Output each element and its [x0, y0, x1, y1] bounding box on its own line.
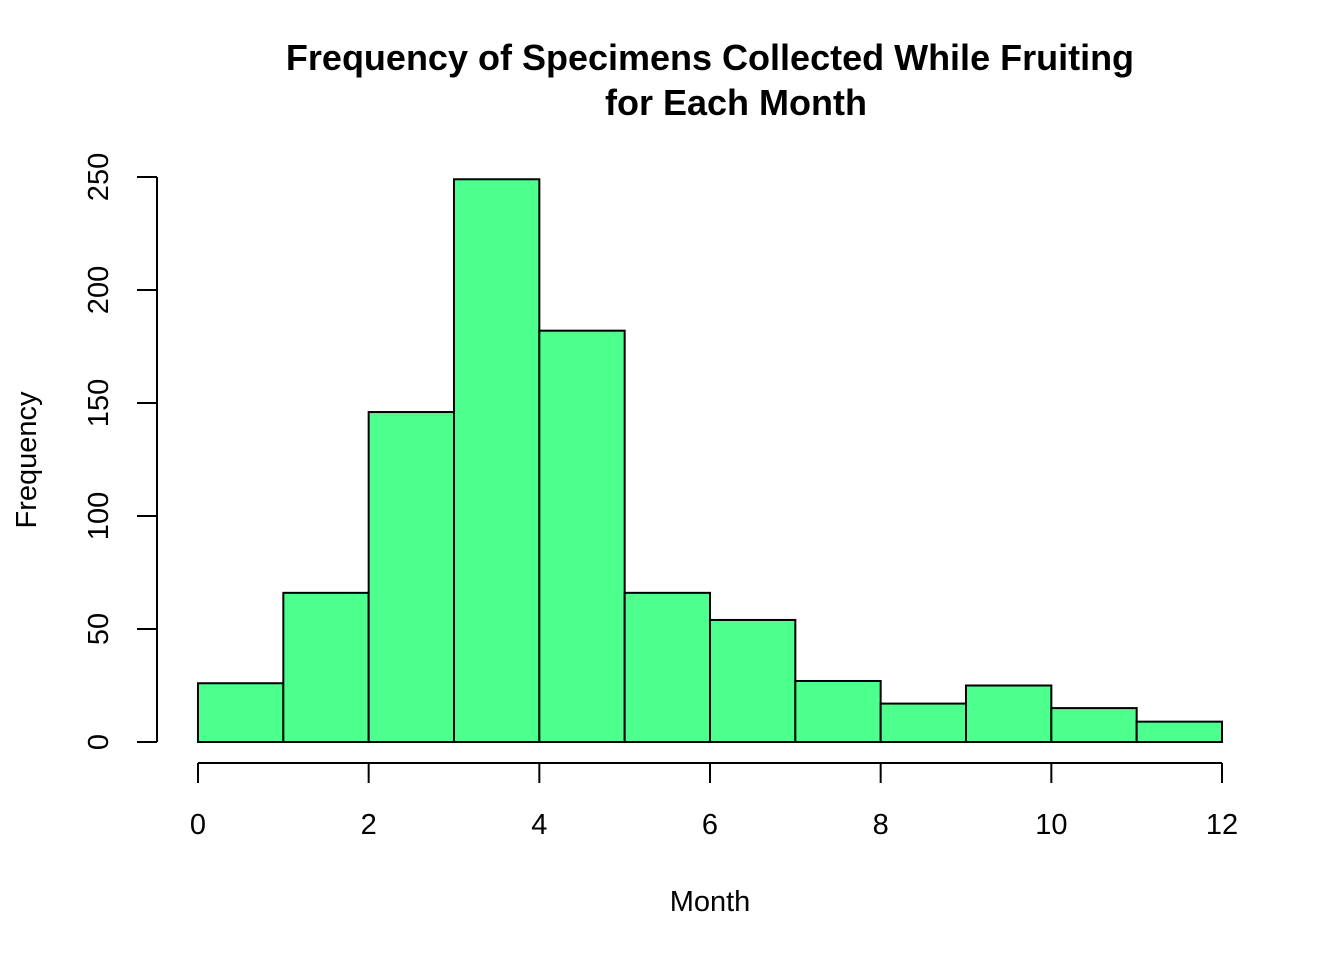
histogram-bar-10 [1050, 707, 1138, 743]
x-tick-label-1: 2 [361, 809, 377, 841]
x-tick-label-0: 0 [190, 809, 206, 841]
histogram-bar-1 [282, 591, 370, 744]
bars-group [197, 178, 1223, 744]
x-axis: 0 2 4 6 8 10 12 [190, 762, 1238, 841]
y-tick-label-2: 100 [83, 492, 115, 540]
x-tick-label-4: 8 [873, 809, 889, 841]
chart-title-line-1: Frequency of Specimens Collected While F… [286, 37, 1134, 78]
y-tick-label-0: 0 [83, 734, 115, 750]
histogram-bar-8 [879, 702, 968, 744]
histogram-bar-11 [1135, 720, 1223, 743]
y-tick-label-3: 150 [83, 379, 115, 427]
x-tick-label-3: 6 [702, 809, 718, 841]
histogram-bar-4 [538, 329, 626, 743]
y-axis: 0 50 100 150 200 250 [83, 153, 158, 750]
x-tick-label-6: 12 [1206, 809, 1238, 841]
x-tick-label-2: 4 [531, 809, 547, 841]
y-tick-label-4: 200 [83, 266, 115, 314]
y-axis-label: Frequency [11, 391, 43, 529]
x-tick-label-5: 10 [1035, 809, 1067, 841]
histogram-bar-2 [367, 411, 455, 743]
chart-title-line-2: for Each Month [605, 82, 867, 123]
histogram-bar-3 [453, 178, 541, 743]
y-tick-label-1: 50 [83, 613, 115, 645]
histogram-bar-7 [794, 679, 882, 743]
histogram-bar-5 [623, 591, 712, 744]
y-tick-label-5: 250 [83, 153, 115, 201]
x-axis-label: Month [670, 886, 751, 918]
histogram-bar-6 [709, 618, 797, 744]
histogram-bar-9 [965, 684, 1053, 743]
histogram-bar-0 [197, 682, 285, 743]
